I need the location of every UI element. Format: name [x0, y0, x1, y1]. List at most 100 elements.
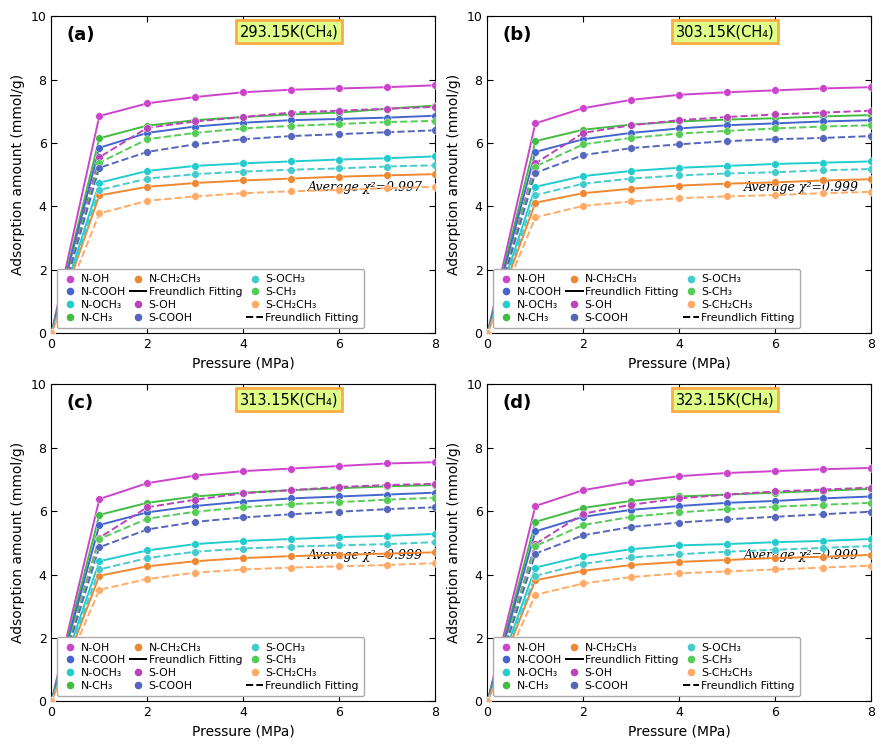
- Point: [480, 695, 494, 707]
- Point: [768, 112, 782, 125]
- Point: [480, 328, 494, 340]
- Point: [140, 560, 154, 572]
- Point: [44, 328, 58, 340]
- Text: Average χ²=0.999: Average χ²=0.999: [744, 549, 859, 562]
- Point: [140, 134, 154, 146]
- Point: [140, 98, 154, 109]
- Point: [428, 492, 442, 504]
- Point: [720, 488, 734, 500]
- Point: [768, 552, 782, 564]
- Point: [428, 536, 442, 548]
- Point: [864, 462, 878, 474]
- Point: [44, 328, 58, 340]
- Text: 293.15K(CH₄): 293.15K(CH₄): [240, 24, 338, 39]
- Point: [480, 695, 494, 707]
- Point: [332, 184, 346, 196]
- X-axis label: Pressure (MPa): Pressure (MPa): [191, 357, 294, 370]
- Point: [284, 562, 298, 574]
- Point: [576, 508, 590, 520]
- Point: [864, 130, 878, 142]
- Point: [672, 517, 687, 529]
- Point: [140, 122, 154, 134]
- Point: [624, 571, 638, 583]
- Point: [720, 503, 734, 515]
- Point: [576, 484, 590, 496]
- Point: [624, 476, 638, 488]
- Point: [768, 536, 782, 548]
- Point: [428, 124, 442, 136]
- Point: [188, 114, 202, 126]
- Point: [428, 456, 442, 468]
- Point: [188, 160, 202, 172]
- Point: [236, 158, 250, 170]
- Point: [864, 506, 878, 518]
- Point: [332, 560, 346, 572]
- Point: [768, 84, 782, 96]
- Point: [140, 172, 154, 184]
- Point: [768, 495, 782, 507]
- Point: [380, 479, 394, 491]
- Point: [188, 494, 202, 506]
- Point: [44, 328, 58, 340]
- Point: [528, 196, 542, 208]
- Point: [332, 113, 346, 125]
- Point: [624, 559, 638, 571]
- Point: [332, 481, 346, 493]
- Point: [528, 589, 542, 601]
- Point: [816, 110, 830, 122]
- Point: [44, 695, 58, 707]
- Point: [236, 117, 250, 129]
- Point: [576, 188, 590, 200]
- Point: [816, 157, 830, 169]
- Point: [380, 103, 394, 115]
- Point: [480, 328, 494, 340]
- Point: [92, 184, 106, 196]
- Point: [624, 183, 638, 195]
- Point: [720, 125, 734, 137]
- Point: [380, 170, 394, 182]
- Point: [284, 155, 298, 167]
- Text: (b): (b): [502, 26, 532, 44]
- Point: [624, 521, 638, 533]
- Point: [480, 328, 494, 340]
- Point: [816, 121, 830, 133]
- Point: [576, 565, 590, 577]
- Point: [188, 91, 202, 103]
- Text: Average χ²=0.999: Average χ²=0.999: [308, 549, 424, 562]
- Point: [284, 114, 298, 126]
- Point: [480, 328, 494, 340]
- Point: [92, 162, 106, 174]
- Point: [672, 490, 687, 502]
- Point: [624, 196, 638, 208]
- Point: [816, 550, 830, 562]
- Point: [864, 483, 878, 495]
- Point: [140, 165, 154, 177]
- Point: [236, 496, 250, 508]
- Point: [768, 544, 782, 556]
- Point: [672, 470, 687, 482]
- Point: [92, 142, 106, 154]
- Y-axis label: Adsorption amount (mmol/g): Adsorption amount (mmol/g): [12, 74, 25, 275]
- Point: [480, 328, 494, 340]
- Y-axis label: Adsorption amount (mmol/g): Adsorption amount (mmol/g): [12, 442, 25, 644]
- Point: [720, 178, 734, 190]
- Point: [576, 124, 590, 136]
- Point: [720, 566, 734, 578]
- Point: [428, 181, 442, 193]
- Point: [284, 164, 298, 176]
- Point: [576, 550, 590, 562]
- Point: [284, 120, 298, 132]
- Point: [284, 130, 298, 142]
- Point: [576, 511, 590, 523]
- Point: [528, 562, 542, 574]
- Point: [140, 513, 154, 525]
- Point: [188, 138, 202, 150]
- Point: [284, 172, 298, 184]
- Point: [816, 116, 830, 128]
- Point: [140, 195, 154, 207]
- Point: [284, 463, 298, 475]
- Point: [44, 328, 58, 340]
- Point: [140, 477, 154, 489]
- Point: [332, 531, 346, 543]
- Point: [236, 552, 250, 564]
